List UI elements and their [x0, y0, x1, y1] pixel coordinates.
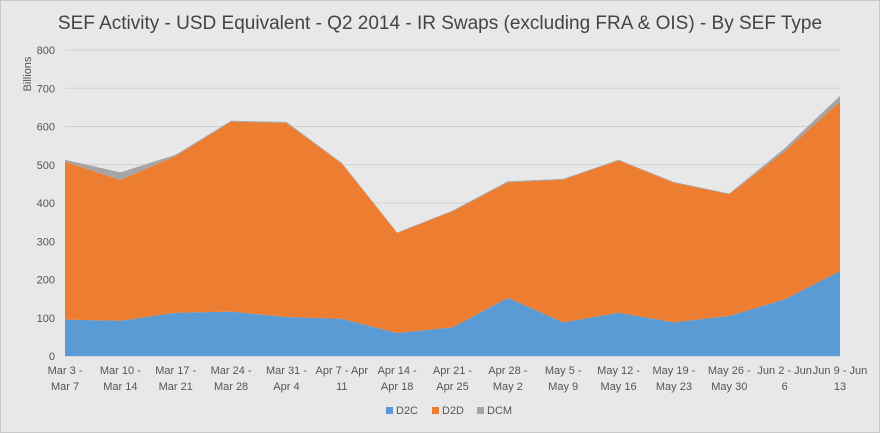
y-tick-label: 300 [37, 236, 55, 248]
x-tick-label: Mar 24 - [211, 365, 252, 377]
y-axis-label: Billions [22, 56, 34, 91]
x-tick-label: Mar 10 - [100, 365, 141, 377]
x-tick-label: May 23 [656, 381, 692, 393]
x-tick-label: May 19 - [653, 365, 696, 377]
legend-swatch-d2c [386, 407, 393, 414]
legend-swatch-d2d [432, 407, 439, 414]
x-axis-ticks: Mar 3 - Mar 7 Mar 10 - Mar 14 Mar 17 - Mar 21… [48, 365, 868, 393]
y-tick-label: 200 [37, 275, 55, 287]
area-series [65, 95, 840, 356]
legend: D2C D2D DCM [386, 405, 512, 417]
x-tick-label: Mar 14 [103, 381, 137, 393]
y-axis-ticks: 0 100 200 300 400 500 600 700 800 [37, 45, 55, 363]
x-tick-label: Apr 28 - [488, 365, 527, 377]
x-tick-label: Apr 25 [436, 381, 468, 393]
x-tick-label: 11 [336, 381, 347, 393]
y-tick-label: 700 [37, 83, 55, 95]
x-tick-label: Mar 28 [214, 381, 248, 393]
area-d2c [65, 271, 840, 356]
x-tick-label: Jun 9 - Jun [813, 365, 867, 377]
x-tick-label: May 9 [548, 381, 578, 393]
x-tick-label: Apr 18 [381, 381, 413, 393]
legend-label-d2c: D2C [396, 405, 418, 417]
x-tick-label: May 12 - [597, 365, 640, 377]
chart-title: SEF Activity - USD Equivalent - Q2 2014 … [57, 13, 823, 34]
x-tick-label: 13 [834, 381, 846, 393]
x-tick-label: May 30 [711, 381, 747, 393]
x-tick-label: Mar 3 - [48, 365, 83, 377]
legend-label-dcm: DCM [487, 405, 512, 417]
x-tick-label: Apr 7 - Apr [315, 365, 368, 377]
x-tick-label: Mar 17 - [155, 365, 196, 377]
x-tick-label: 6 [782, 381, 788, 393]
x-tick-label: Apr 14 - [378, 365, 417, 377]
area-d2d [65, 101, 840, 334]
x-tick-label: May 5 - [545, 365, 582, 377]
legend-swatch-dcm [477, 407, 484, 414]
x-tick-label: Mar 31 - [266, 365, 307, 377]
y-tick-label: 0 [49, 351, 55, 363]
legend-label-d2d: D2D [442, 405, 464, 417]
x-tick-label: Apr 21 - [433, 365, 472, 377]
x-tick-label: Mar 21 [159, 381, 193, 393]
x-tick-label: Jun 2 - Jun [757, 365, 811, 377]
y-tick-label: 800 [37, 45, 55, 57]
x-tick-label: Apr 4 [273, 381, 299, 393]
x-tick-label: May 16 [601, 381, 637, 393]
y-tick-label: 500 [37, 160, 55, 172]
x-tick-label: Mar 7 [51, 381, 79, 393]
x-tick-label: May 2 [493, 381, 523, 393]
y-tick-label: 100 [37, 313, 55, 325]
y-tick-label: 600 [37, 122, 55, 134]
y-tick-label: 400 [37, 198, 55, 210]
x-tick-label: May 26 - [708, 365, 751, 377]
